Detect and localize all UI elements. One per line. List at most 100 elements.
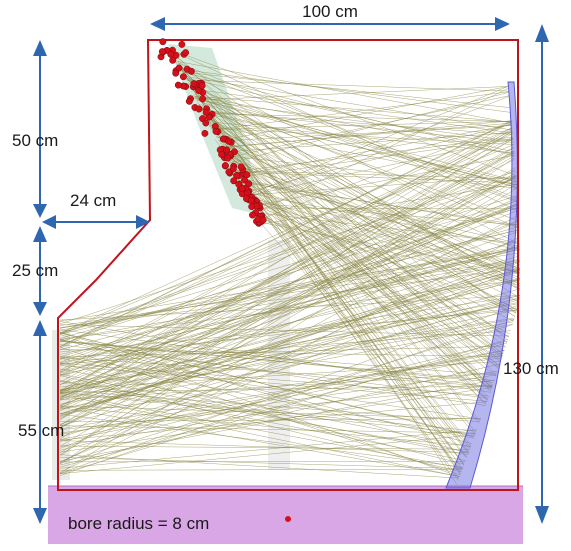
photon-ray: [241, 188, 501, 362]
photon-ray: [190, 88, 513, 134]
photon-ray: [59, 406, 471, 447]
lower-height-label: 55 cm: [18, 421, 64, 440]
photon-ray: [59, 170, 516, 335]
photon-ray: [59, 445, 470, 450]
photon-ray: [59, 309, 518, 405]
sensor-dot: [259, 216, 267, 224]
photon-ray: [59, 321, 491, 393]
photon-ray: [235, 124, 512, 176]
photon-ray: [59, 147, 514, 426]
photon-ray: [59, 183, 517, 454]
photon-ray: [59, 342, 507, 468]
photon-ray: [59, 203, 518, 376]
photon-ray: [59, 246, 520, 329]
photon-ray: [179, 68, 511, 113]
photon-ray: [190, 87, 500, 367]
photon-ray: [59, 373, 468, 456]
sensor-dot: [245, 180, 253, 188]
top-width-arrowhead-left: [150, 17, 165, 31]
photon-ray: [59, 461, 466, 463]
photon-ray: [243, 186, 520, 274]
middle-height-label: 25 cm: [12, 261, 58, 280]
photon-ray: [255, 211, 493, 388]
photon-ray: [182, 71, 511, 108]
photon-ray: [59, 340, 497, 376]
photon-ray: [59, 120, 512, 347]
photon-ray: [177, 65, 503, 358]
photon-ray: [59, 268, 520, 449]
photon-ray: [237, 138, 514, 178]
photon-ray: [59, 344, 489, 399]
photon-ray: [174, 54, 516, 318]
photon-ray: [59, 405, 481, 420]
photon-ray: [59, 296, 520, 438]
photon-ray: [245, 85, 509, 197]
photon-ray: [59, 332, 475, 438]
photon-sensors: [157, 38, 267, 227]
photon-ray: [59, 277, 521, 393]
total-height-label: 130 cm: [503, 359, 559, 378]
sensor-dot: [202, 119, 210, 127]
photon-ray: [229, 167, 460, 479]
photon-ray: [59, 229, 519, 335]
sensor-dot: [248, 203, 256, 211]
photon-ray: [59, 413, 464, 468]
photon-ray: [211, 126, 521, 276]
photon-ray: [59, 255, 520, 391]
photon-ray: [178, 61, 512, 124]
sensor-dot: [159, 38, 167, 46]
photon-ray: [59, 324, 510, 337]
photon-ray: [59, 345, 506, 358]
photon-ray: [59, 240, 520, 374]
photon-ray: [183, 77, 521, 288]
photon-ray: [59, 374, 497, 447]
photon-ray: [59, 340, 508, 451]
photon-ray: [237, 176, 459, 481]
photon-ray: [197, 97, 491, 392]
photon-ray: [256, 212, 510, 337]
photon-ray: [243, 190, 517, 312]
photon-ray: [196, 86, 509, 101]
photon-ray: [203, 113, 512, 122]
photon-ray: [203, 111, 513, 135]
photon-ray: [59, 249, 520, 364]
photon-ray: [185, 77, 506, 348]
sensor-dot: [247, 197, 255, 204]
photon-ray: [59, 138, 514, 407]
sensor-dot: [202, 108, 210, 116]
photon-ray: [246, 95, 510, 199]
photon-ray: [194, 93, 517, 188]
total-height-arrowhead-top: [535, 24, 549, 42]
sensor-dot: [179, 73, 187, 81]
sensor-dot: [224, 154, 232, 162]
photon-ray: [188, 86, 518, 203]
photon-ray: [59, 380, 469, 453]
lower-height-arrowhead-bottom: [33, 508, 47, 524]
photon-ray: [218, 125, 513, 142]
middle-height-arrowhead-bottom: [33, 302, 47, 316]
photon-ray: [59, 267, 520, 415]
top-width-label: 100 cm: [302, 2, 358, 21]
photon-ray: [59, 229, 519, 351]
photon-ray: [59, 197, 518, 412]
sensor-dot: [178, 40, 186, 48]
photon-ray: [231, 167, 493, 386]
sensor-dot: [238, 185, 246, 193]
sensor-dot: [190, 80, 198, 88]
photon-ray: [250, 202, 519, 226]
photon-ray: [256, 218, 467, 458]
photon-ray: [244, 195, 521, 274]
photon-ray: [59, 341, 495, 381]
sensor-dot: [187, 67, 195, 75]
photon-ray: [172, 50, 519, 212]
photon-ray: [222, 132, 513, 153]
bore-center-dot: [285, 516, 291, 522]
sensor-dot: [182, 49, 190, 57]
photon-ray: [59, 127, 513, 334]
photon-ray: [59, 153, 515, 399]
photon-ray: [212, 120, 512, 130]
photon-ray: [59, 120, 512, 347]
photon-ray: [209, 122, 516, 317]
photon-ray: [243, 123, 512, 194]
